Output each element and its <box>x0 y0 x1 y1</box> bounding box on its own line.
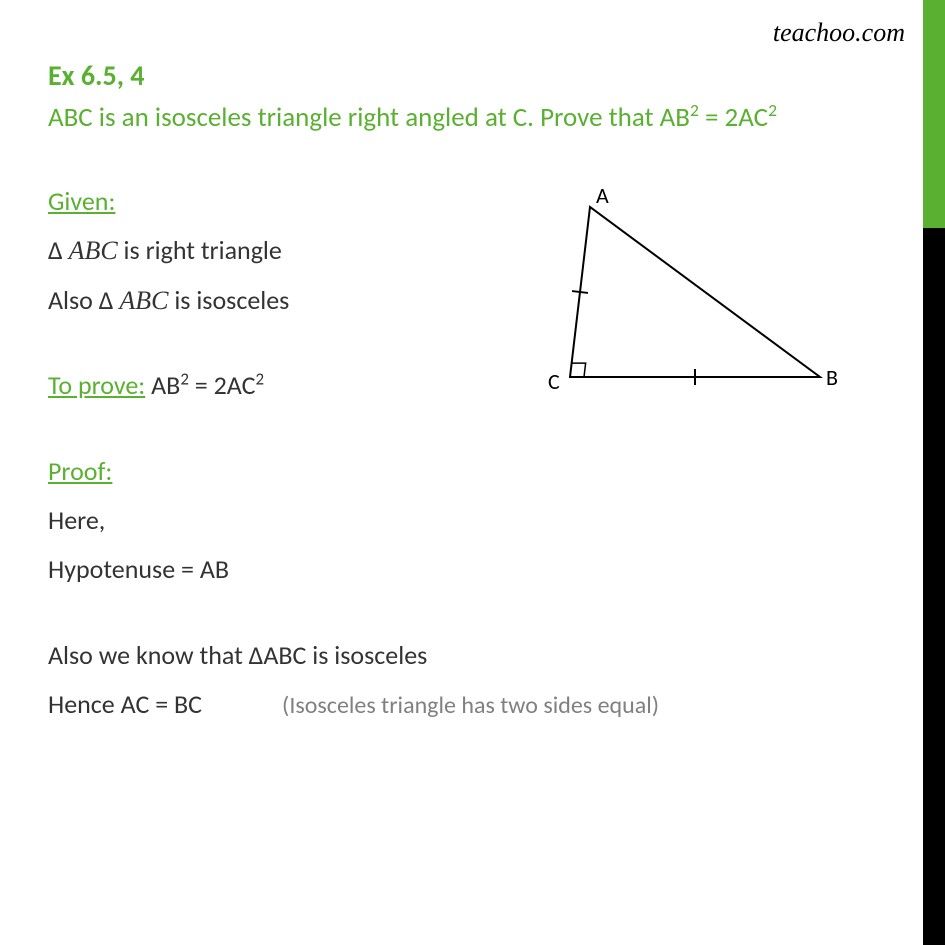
given-and-figure-row: Given: Δ ABC is right triangle Also Δ AB… <box>48 177 860 447</box>
left-column: Given: Δ ABC is right triangle Also Δ AB… <box>48 177 460 447</box>
proof-line-4-row: Hence AC = BC (Isosceles triangle has tw… <box>48 680 860 729</box>
question-mid: = 2AC <box>699 101 768 134</box>
question-prefix: ABC is an isosceles triangle right angle… <box>48 101 690 134</box>
given-label: Given: <box>48 185 115 217</box>
vertex-a-label: A <box>596 187 609 209</box>
main-content: Ex 6.5, 4 ABC is an isosceles triangle r… <box>0 0 900 806</box>
g1b: ABC <box>69 236 118 265</box>
proof-line-3: Also we know that ΔABC is isosceles <box>48 631 860 680</box>
proof-block: Proof: Here, Hypotenuse = AB <box>48 447 860 595</box>
exercise-title: Ex 6.5, 4 <box>48 58 860 93</box>
given-line-1: Δ ABC is right triangle <box>48 226 460 275</box>
sup-2d: 2 <box>255 369 264 390</box>
given-block: Given: Δ ABC is right triangle Also Δ AB… <box>48 177 460 325</box>
triangle-figure: A B C <box>480 177 860 422</box>
side-bar-green <box>923 0 945 228</box>
side-bar-black <box>923 228 945 945</box>
proof-label: Proof: <box>48 455 112 487</box>
triangle-poly <box>570 207 820 377</box>
question-text: ABC is an isosceles triangle right angle… <box>48 99 860 135</box>
to-prove-label: To prove: <box>48 369 145 401</box>
sup-2a: 2 <box>690 99 699 121</box>
tick-ac <box>572 291 588 293</box>
right-angle-mark <box>572 363 586 377</box>
g1c: is right triangle <box>118 234 282 266</box>
to-prove-block: To prove: AB2 = 2AC2 <box>48 361 460 410</box>
proof-line-1: Here, <box>48 496 860 545</box>
sup-2c: 2 <box>180 369 189 390</box>
sup-2b: 2 <box>768 99 777 121</box>
g2a: Also Δ <box>48 284 119 316</box>
side-bar <box>923 0 945 945</box>
g1a: Δ <box>48 234 69 266</box>
tp-a: AB <box>145 369 180 401</box>
proof-block-2: Also we know that ΔABC is isosceles Henc… <box>48 631 860 730</box>
g2b: ABC <box>119 286 168 315</box>
proof-note: (Isosceles triangle has two sides equal) <box>282 683 659 729</box>
vertex-c-label: C <box>548 368 560 395</box>
watermark-text: teachoo.com <box>773 18 905 48</box>
proof-line-2: Hypotenuse = AB <box>48 545 860 594</box>
given-line-2: Also Δ ABC is isosceles <box>48 276 460 325</box>
vertex-b-label: B <box>826 364 838 391</box>
g2c: is isosceles <box>168 284 289 316</box>
triangle-svg: A B C <box>480 187 860 417</box>
proof-line-4: Hence AC = BC <box>48 680 202 729</box>
tp-b: = 2AC <box>189 369 256 401</box>
